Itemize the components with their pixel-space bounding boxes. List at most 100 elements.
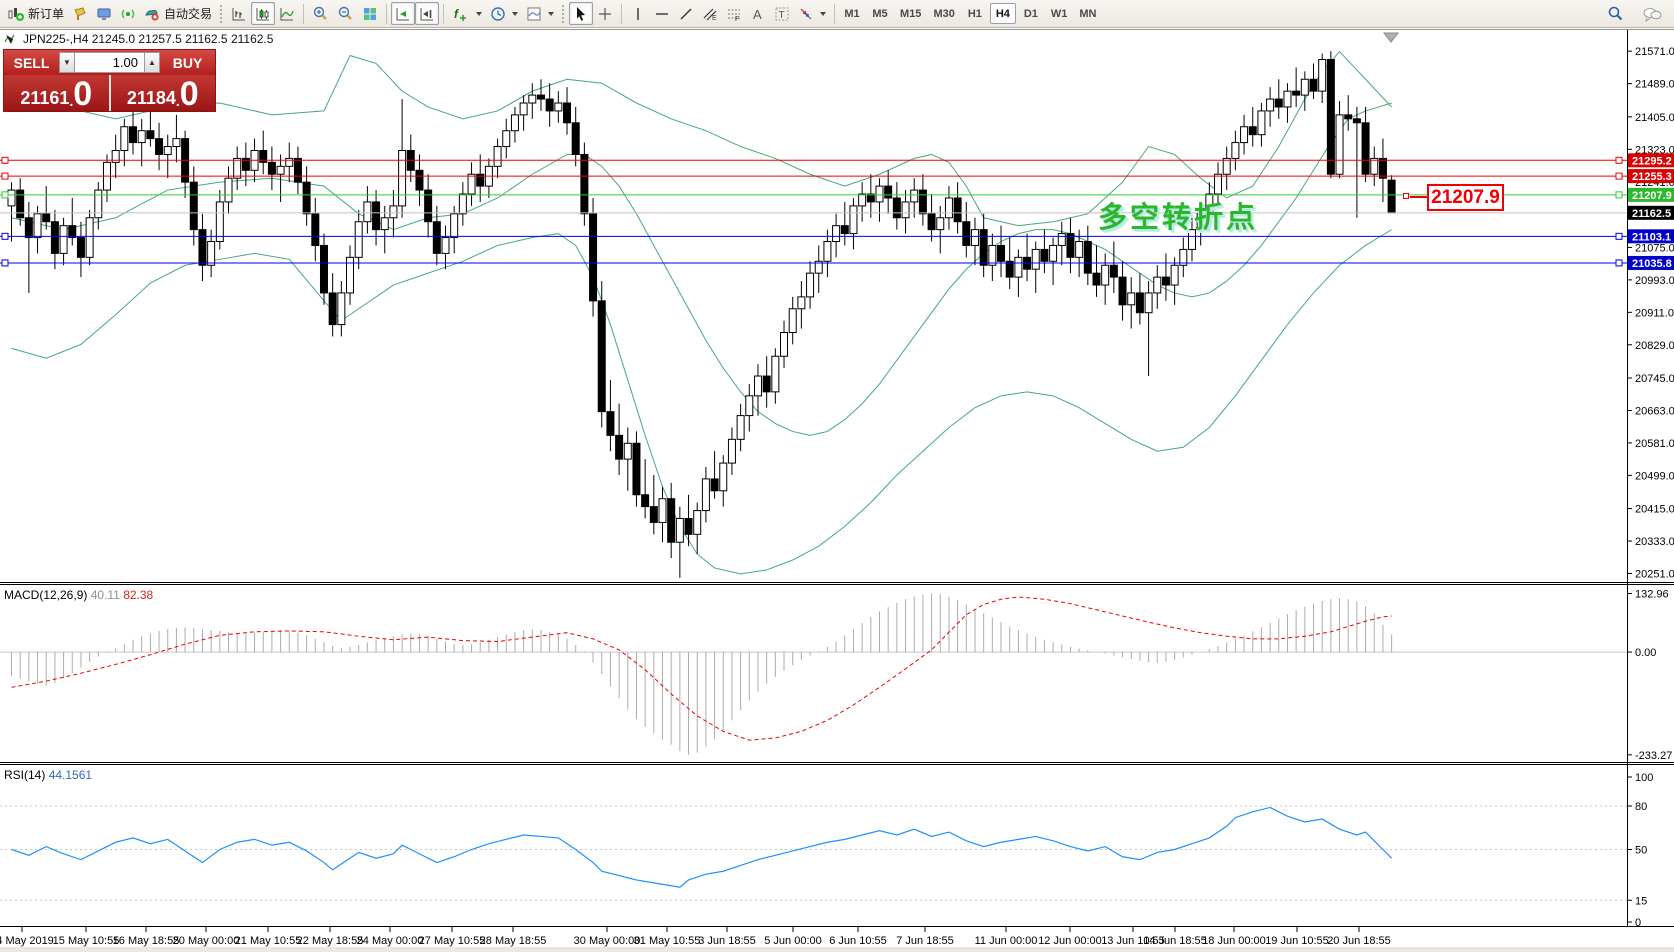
equidistant-channel-button[interactable]: E	[698, 2, 722, 25]
chart-window[interactable]: 21571.021489.021405.021323.021241.021075…	[0, 28, 1674, 952]
signals-button[interactable]	[116, 2, 140, 25]
svg-text:5 Jun 00:00: 5 Jun 00:00	[764, 935, 822, 947]
equidistant-channel-icon: E	[703, 8, 717, 22]
macd-value-main: 40.11	[90, 588, 120, 602]
timeframe-W1[interactable]: W1	[1050, 7, 1068, 20]
buy-price[interactable]: 21184. 0	[110, 75, 215, 111]
sell-button[interactable]: SELL	[13, 54, 50, 71]
macd-name: MACD(12,26,9)	[4, 588, 88, 602]
auto-trading-button[interactable]: 自动交易	[140, 2, 216, 25]
text-label-button[interactable]: T	[770, 2, 794, 25]
price-callout[interactable]: 21207.9	[1427, 184, 1504, 211]
toolbar-separator	[834, 3, 836, 24]
horizontal-line-21295.2[interactable]: 21295.2	[0, 153, 1674, 168]
vertical-line-button[interactable]	[626, 2, 650, 25]
terminal-button[interactable]	[92, 2, 116, 25]
candles-layer	[7, 51, 1396, 578]
horizontal-line-button[interactable]	[650, 2, 674, 25]
svg-text:28 May 18:55: 28 May 18:55	[480, 935, 547, 947]
tile-windows-button[interactable]	[358, 2, 382, 25]
zoom-in-button[interactable]	[308, 2, 333, 25]
svg-text:21295.2: 21295.2	[1632, 155, 1672, 167]
horizontal-line-21103.1[interactable]: 21103.1	[0, 229, 1674, 244]
svg-text:19 Jun 10:55: 19 Jun 10:55	[1265, 935, 1329, 947]
periods-button[interactable]	[486, 2, 522, 25]
periods-dropdown-caret[interactable]	[512, 11, 519, 16]
svg-text:0.00: 0.00	[1635, 647, 1656, 659]
chat-button[interactable]	[1638, 2, 1666, 25]
cursor-button[interactable]	[569, 2, 594, 25]
candlestick-chart-icon	[256, 7, 270, 20]
timeframe-M30[interactable]: M30	[933, 7, 955, 20]
svg-text:21035.8: 21035.8	[1632, 258, 1672, 270]
new-order-button[interactable]: 新订单	[4, 2, 68, 25]
callout-anchor-handle[interactable]	[1403, 193, 1409, 199]
macd-signal-line	[11, 596, 1392, 741]
svg-text:20745.0: 20745.0	[1635, 373, 1674, 385]
price-badge-21295.2	[1628, 153, 1674, 168]
svg-text:A: A	[753, 7, 762, 22]
arrows-button[interactable]	[794, 2, 830, 25]
chart-style-button[interactable]	[68, 2, 92, 25]
signals-icon	[121, 9, 135, 18]
toolbar-separator	[443, 3, 445, 24]
svg-text:12 Jun 00:00: 12 Jun 00:00	[1038, 935, 1102, 947]
chart-canvas[interactable]: 21571.021489.021405.021323.021241.021075…	[0, 28, 1674, 952]
timeframe-M15[interactable]: M15	[900, 7, 922, 20]
text-button[interactable]: A	[746, 2, 770, 25]
chart-text-annotation[interactable]: 多空转折点	[1098, 202, 1259, 234]
svg-text:f: f	[454, 7, 459, 21]
timeframe-M1[interactable]: M1	[844, 7, 860, 20]
auto-trading-icon	[145, 9, 159, 20]
buy-button[interactable]: BUY	[172, 54, 203, 71]
toolbar-handle	[562, 4, 565, 23]
horizontal-line-21035.8[interactable]: 21035.8	[0, 255, 1674, 270]
svg-text:20581.0: 20581.0	[1635, 438, 1674, 450]
timeframe-H1[interactable]: H1	[967, 7, 982, 20]
volume-decrease-button[interactable]: ▼	[59, 52, 75, 73]
svg-text:13 Jun 10:55: 13 Jun 10:55	[1101, 935, 1165, 947]
horizontal-line-21207.9[interactable]: 21207.9	[0, 187, 1674, 202]
sell-price[interactable]: 21161. 0	[4, 75, 111, 111]
svg-text:20911.0: 20911.0	[1635, 307, 1674, 319]
timeframe-H4[interactable]: H4	[989, 3, 1016, 24]
horizontal-line-21255.3[interactable]: 21255.3	[0, 169, 1674, 184]
chart-shift-button[interactable]	[415, 2, 440, 25]
horizontal-line-21162.5[interactable]: 21162.5	[0, 205, 1674, 220]
candlestick-chart-button[interactable]	[251, 2, 276, 25]
trendline-button[interactable]	[674, 2, 698, 25]
fibonacci-button[interactable]: F	[722, 2, 746, 25]
rsi-value: 44.1561	[48, 768, 93, 782]
price-badge-21207.9	[1628, 187, 1674, 202]
timeframe-M5[interactable]: M5	[872, 7, 888, 20]
bar-chart-button[interactable]	[227, 2, 251, 25]
volume-increase-button[interactable]: ▲	[144, 52, 160, 73]
timeframe-MN[interactable]: MN	[1079, 7, 1097, 20]
search-button[interactable]	[1603, 2, 1628, 25]
svg-text:20251.0: 20251.0	[1635, 568, 1674, 580]
trendline-icon	[680, 8, 692, 19]
line-chart-button[interactable]	[275, 2, 299, 25]
crosshair-button[interactable]	[593, 2, 617, 25]
sell-price-big-digit: 0	[73, 75, 93, 113]
timeframe-D1[interactable]: D1	[1023, 7, 1038, 20]
templates-dropdown-caret[interactable]	[548, 11, 555, 16]
templates-button[interactable]	[522, 2, 558, 25]
svg-text:21571.0: 21571.0	[1635, 46, 1674, 58]
zoom-out-button[interactable]	[333, 2, 358, 25]
indicators-dropdown-caret[interactable]	[476, 11, 483, 16]
vertical-line-icon	[637, 7, 639, 20]
auto-scroll-icon	[396, 7, 410, 20]
terminal-icon	[97, 8, 111, 20]
svg-text:21489.0: 21489.0	[1635, 79, 1674, 91]
macd-pane: 132.96 0.00 -233.27	[11, 589, 1672, 762]
arrows-dropdown-caret[interactable]	[820, 11, 827, 16]
auto-scroll-button[interactable]	[391, 2, 416, 25]
svg-text:18 Jun 00:00: 18 Jun 00:00	[1202, 935, 1266, 947]
horizontal-line-icon	[656, 12, 669, 15]
indicators-button[interactable]: f	[448, 2, 486, 25]
chart-shift-marker	[1382, 32, 1400, 43]
rsi-name: RSI(14)	[4, 768, 46, 782]
volume-input[interactable]	[75, 52, 144, 73]
